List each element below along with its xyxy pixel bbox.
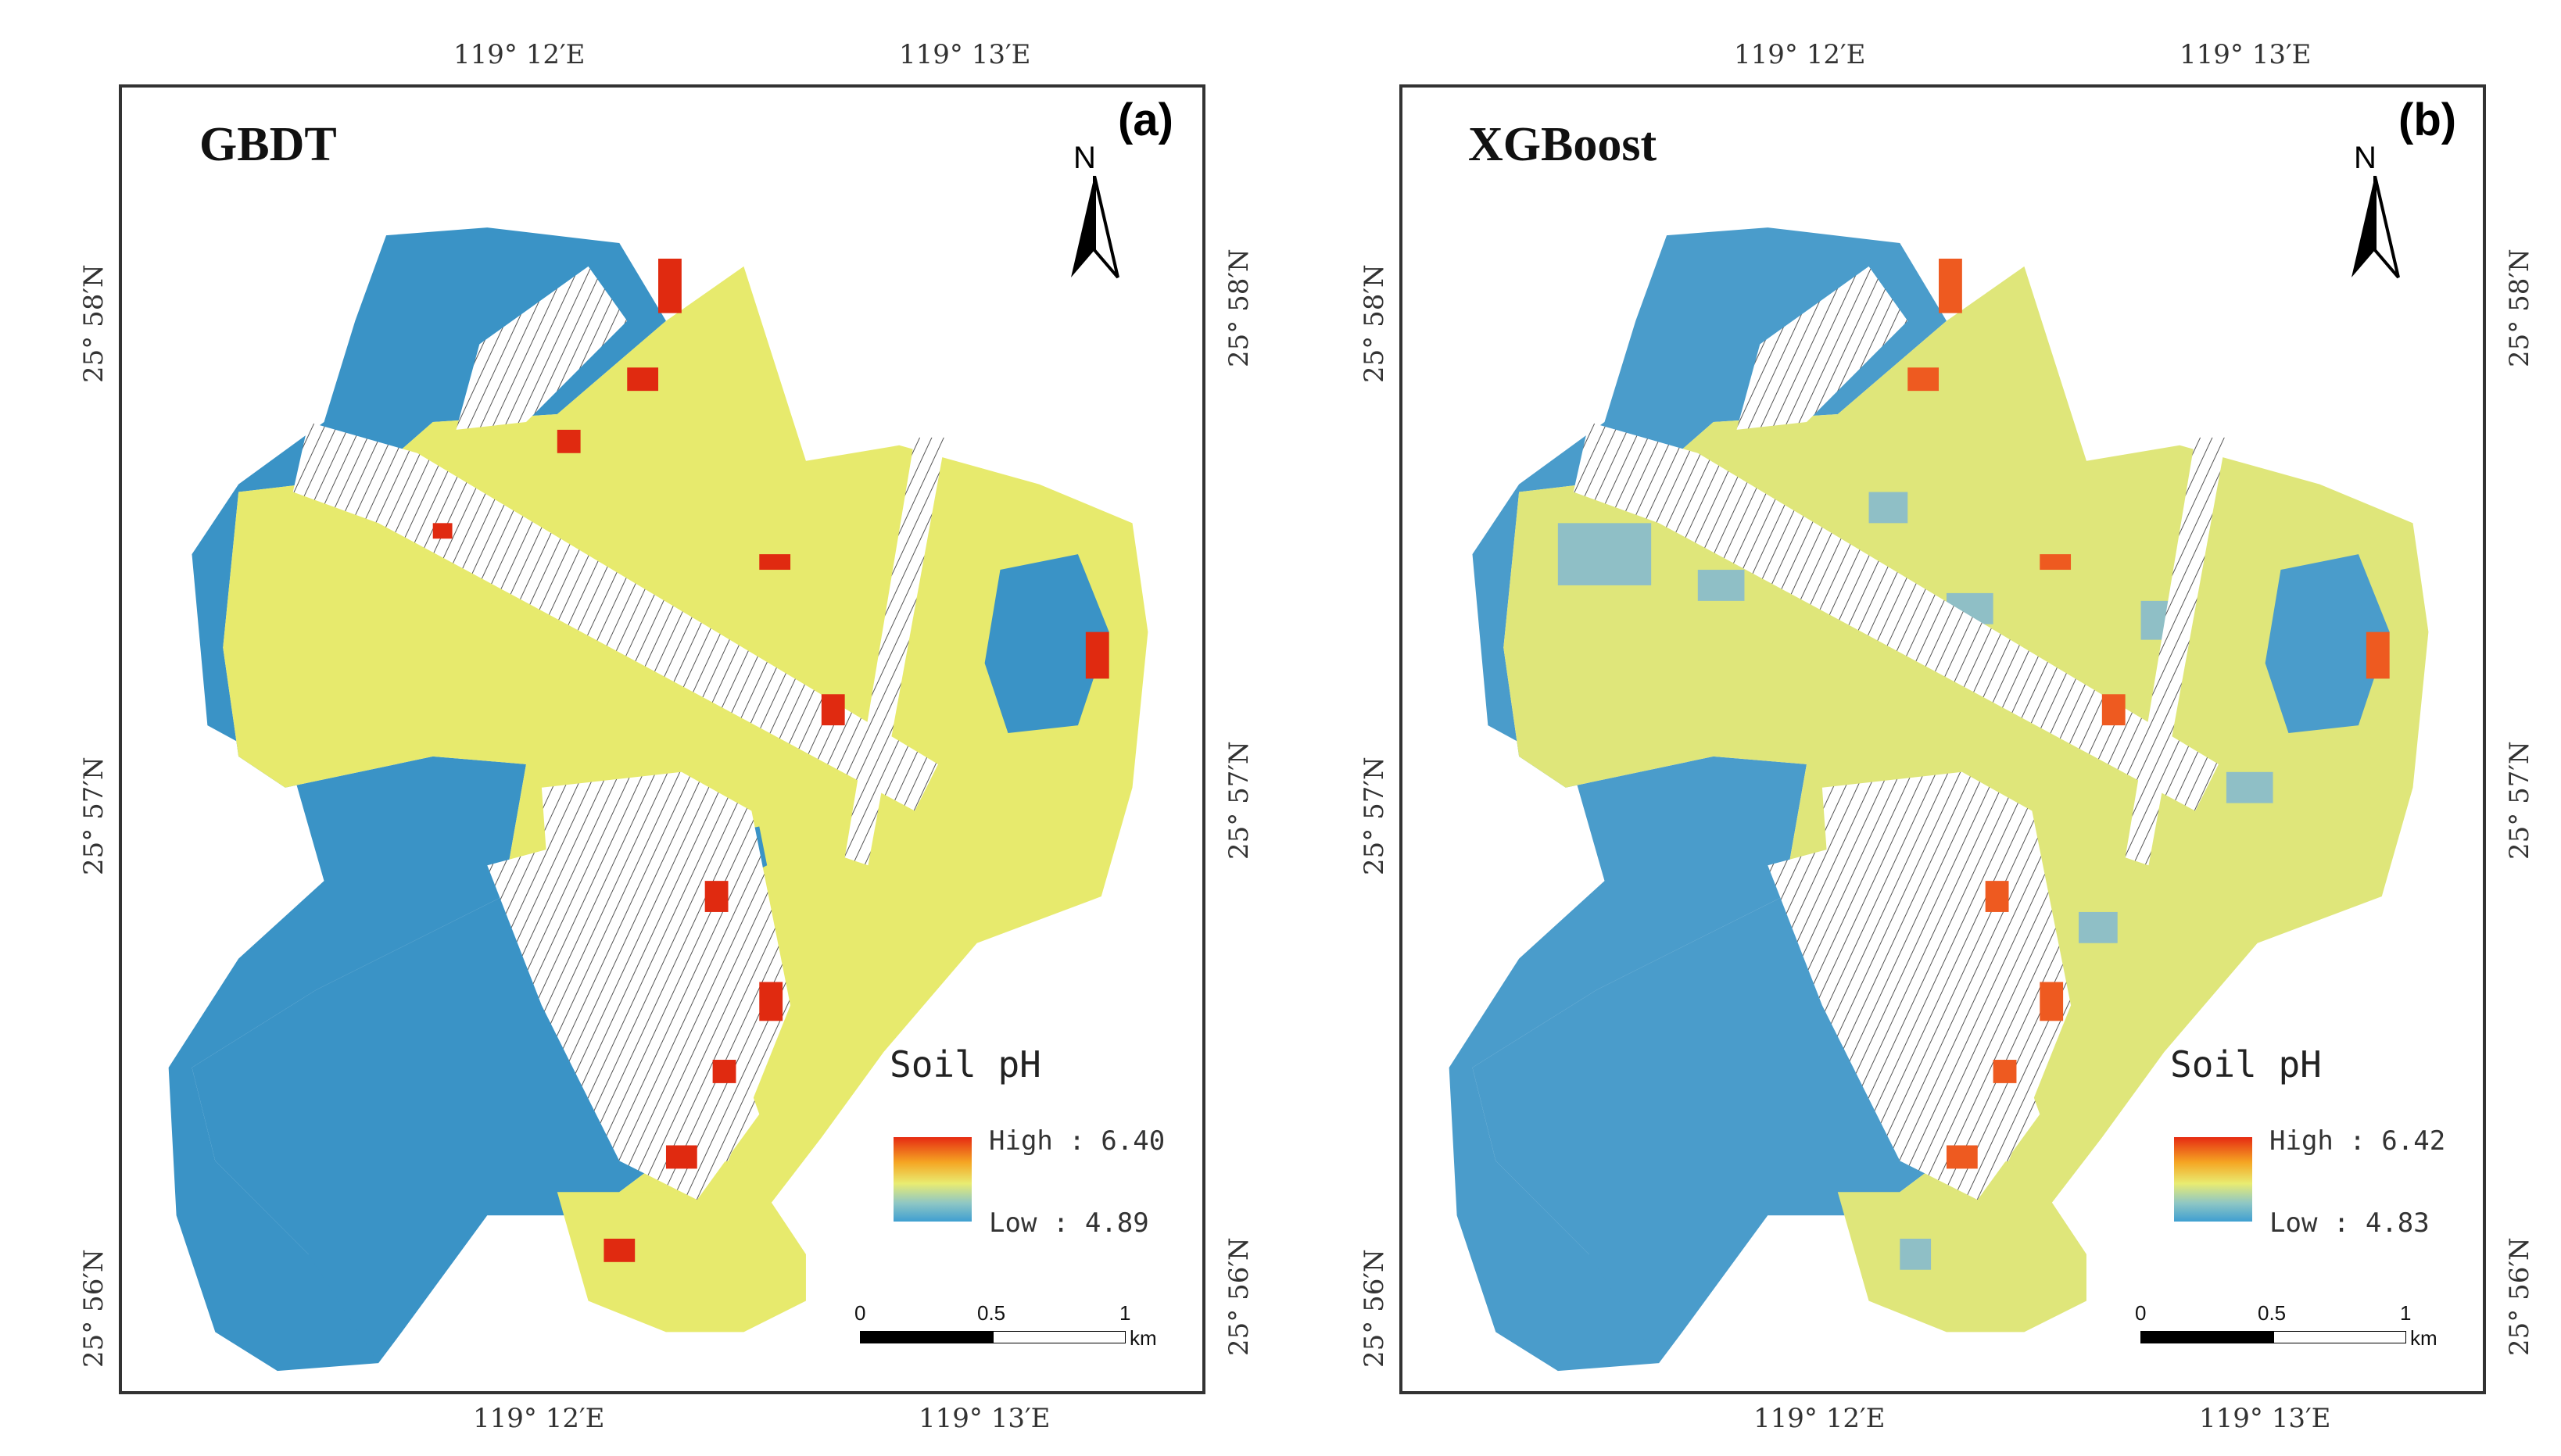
lat-label-left-top: 25° 58′N <box>78 264 109 383</box>
lon-label-bottom-left: 119° 12′E <box>1753 1403 1886 1434</box>
mid-ph-region-south <box>557 1161 806 1333</box>
low-ph-region-west <box>168 227 666 1372</box>
legend-color-ramp <box>2174 1137 2252 1222</box>
high-ph-patches <box>432 258 1109 1262</box>
model-title: GBDT <box>199 118 337 171</box>
high-ph-patches <box>1907 258 2390 1169</box>
lat-label-left-bottom: 25° 56′N <box>1359 1249 1390 1368</box>
lat-label-right-bottom: 25° 56′N <box>2504 1237 2535 1356</box>
map-panel-b: 119° 12′E 119° 13′E 119° 12′E 119° 13′E … <box>1280 0 2561 1456</box>
masked-zone-diagonal <box>292 421 938 811</box>
legend-title: Soil pH <box>2170 1043 2322 1086</box>
masked-zone-diagonal <box>1573 421 2219 811</box>
legend-low-label: Low : 4.83 <box>2269 1207 2430 1239</box>
masked-zone-north <box>1736 266 1908 430</box>
lon-label-bottom-right: 119° 13′E <box>2199 1403 2331 1434</box>
scale-bar <box>860 1331 1126 1343</box>
lat-label-right-mid: 25° 57′N <box>1223 741 1255 860</box>
panel-label: (a) <box>1118 95 1173 145</box>
map-frame <box>119 84 1205 1394</box>
lat-label-left-mid: 25° 57′N <box>78 757 109 875</box>
north-letter: N <box>1073 141 1096 175</box>
lat-label-left-top: 25° 58′N <box>1359 264 1390 383</box>
masked-zone-south <box>1768 834 2040 1200</box>
lat-label-right-mid: 25° 57′N <box>2504 741 2535 860</box>
lat-label-left-bottom: 25° 56′N <box>78 1249 109 1368</box>
soil-ph-map <box>168 227 1148 1372</box>
map-frame <box>1399 84 2486 1394</box>
scale-label-1: 1 <box>1119 1301 1131 1325</box>
low-mid-ph-patches <box>1557 492 2273 1270</box>
scale-unit: km <box>2410 1326 2437 1350</box>
soil-ph-map <box>1449 227 2429 1372</box>
low-ph-region-west <box>1449 227 1947 1372</box>
scale-label-0: 0 <box>2135 1301 2147 1325</box>
masked-zone-north <box>456 266 628 430</box>
panel-label: (b) <box>2398 95 2457 145</box>
north-letter: N <box>2354 141 2377 175</box>
lat-label-right-bottom: 25° 56′N <box>1223 1237 1255 1356</box>
scale-label-half: 0.5 <box>2258 1301 2287 1325</box>
scale-bar <box>2140 1331 2406 1343</box>
north-arrow-icon <box>2351 176 2400 279</box>
lat-label-right-top: 25° 58′N <box>1223 249 1255 367</box>
legend-high-label: High : 6.40 <box>989 1125 1166 1157</box>
scale-unit: km <box>1130 1326 1157 1350</box>
map-panel-a: 119° 12′E 119° 13′E 119° 12′E 119° 13′E … <box>0 0 1280 1456</box>
north-arrow-icon <box>1071 176 1119 279</box>
legend-title: Soil pH <box>890 1043 1041 1086</box>
low-ph-pocket-east <box>984 554 1109 734</box>
mid-ph-region-south <box>1837 1161 2086 1333</box>
lat-label-left-mid: 25° 57′N <box>1359 757 1390 875</box>
scale-label-0: 0 <box>854 1301 866 1325</box>
scale-label-1: 1 <box>2400 1301 2412 1325</box>
lon-label-top-left: 119° 12′E <box>453 39 586 70</box>
lat-label-right-top: 25° 58′N <box>2504 249 2535 367</box>
lon-label-top-right: 119° 13′E <box>899 39 1031 70</box>
legend-color-ramp <box>894 1137 972 1222</box>
low-ph-pocket-east <box>2265 554 2390 734</box>
lon-label-top-left: 119° 12′E <box>1734 39 1866 70</box>
legend-high-label: High : 6.42 <box>2269 1125 2446 1157</box>
lon-label-top-right: 119° 13′E <box>2180 39 2312 70</box>
masked-zone-east-strip <box>844 437 946 866</box>
legend-low-label: Low : 4.89 <box>989 1207 1149 1239</box>
lon-label-bottom-left: 119° 12′E <box>473 1403 605 1434</box>
model-title: XGBoost <box>1468 118 1657 171</box>
masked-zone-south <box>487 834 760 1200</box>
lon-label-bottom-right: 119° 13′E <box>919 1403 1051 1434</box>
masked-zone-east-strip <box>2125 437 2226 866</box>
scale-label-half: 0.5 <box>977 1301 1006 1325</box>
